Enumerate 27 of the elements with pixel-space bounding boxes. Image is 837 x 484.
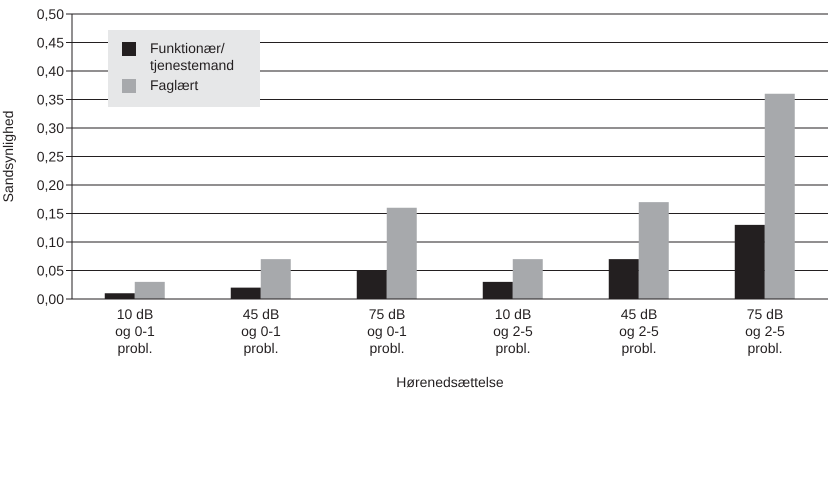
y-tick-label: 0,35 xyxy=(36,91,64,108)
y-tick-label: 0,20 xyxy=(36,176,64,193)
x-tick-label: 10 dB og 2-5 probl. xyxy=(493,306,534,356)
bar xyxy=(260,259,291,299)
x-tick-label: 75 dB og 0-1 probl. xyxy=(367,306,408,356)
x-tick-label: 10 dB og 0-1 probl. xyxy=(115,306,156,356)
y-axis-title: Sandsynlighed xyxy=(0,110,16,202)
y-tick-label: 0,05 xyxy=(36,262,64,278)
bar xyxy=(638,202,669,299)
bar xyxy=(386,208,417,299)
bar xyxy=(512,259,543,299)
x-axis-title: Hørenedsættelse xyxy=(396,374,504,390)
y-tick-label: 0,00 xyxy=(36,290,64,307)
legend-label: Faglært xyxy=(150,77,198,94)
y-tick-label: 0,10 xyxy=(36,234,64,250)
y-tick-label: 0,25 xyxy=(36,148,64,164)
y-tick-label: 0,45 xyxy=(36,34,64,50)
y-tick-label: 0,30 xyxy=(36,120,64,136)
x-tick-label: 45 dB og 0-1 probl. xyxy=(241,306,282,356)
legend-label: Funktionær/ tjenestemand xyxy=(150,40,234,74)
bar xyxy=(134,282,165,299)
x-tick-label: 75 dB og 2-5 probl. xyxy=(745,306,786,356)
y-tick-label: 0,15 xyxy=(36,205,64,222)
bar xyxy=(764,94,795,299)
x-tick-label: 45 dB og 2-5 probl. xyxy=(619,306,660,356)
y-tick-label: 0,40 xyxy=(36,62,64,79)
y-tick-label: 0,50 xyxy=(36,6,64,22)
